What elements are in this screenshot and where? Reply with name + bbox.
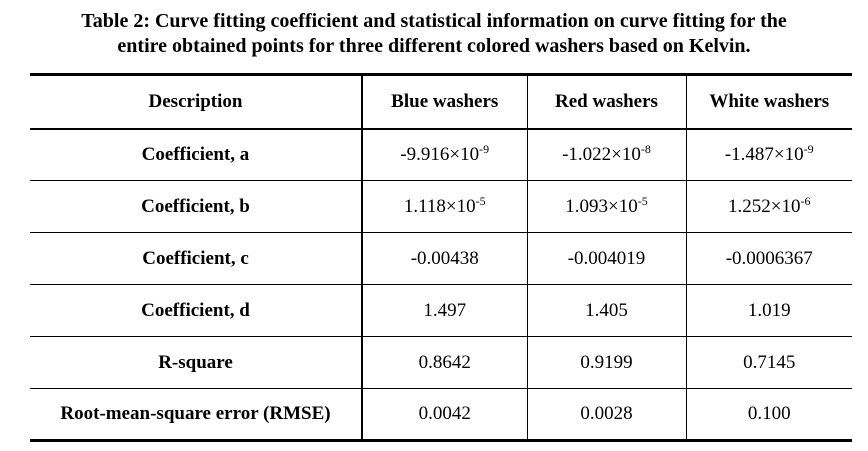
exponent: -9	[803, 141, 814, 156]
value-cell: 0.0028	[526, 388, 686, 441]
value-cell: -0.004019	[526, 232, 686, 285]
value-cell: -0.00438	[361, 232, 527, 285]
row-label: R-square	[158, 351, 233, 373]
caption-line: Table 2: Curve fitting coefficient and s…	[81, 10, 787, 32]
header-cell: Red washers	[526, 74, 686, 129]
exponent: -8	[640, 141, 651, 156]
value-cell: 1.252×10-6	[685, 180, 852, 233]
exponent: -9	[479, 141, 490, 156]
value-cell: -0.0006367	[685, 232, 852, 285]
header-cell: Blue washers	[361, 74, 527, 129]
data-table: Description Blue washers Red washers White …	[30, 73, 852, 442]
header-cell: White washers	[685, 74, 852, 129]
table-row: Coefficient, b 1.118×10-5 1.093×10-5 1.252×…	[30, 180, 852, 233]
header-row: Description Blue washers Red washers White …	[30, 74, 852, 129]
value-cell: 1.093×10-5	[526, 180, 686, 233]
row-label: Root-mean-square error (RMSE)	[60, 403, 331, 424]
mantissa: 1.252×10	[728, 195, 801, 217]
value-cell: 1.497	[361, 284, 527, 337]
table-row: Coefficient, c -0.00438 -0.004019 -0.000636…	[30, 232, 852, 285]
table-header: Description Blue washers Red washers White …	[30, 74, 852, 129]
table-row: R-square 0.8642 0.9199 0.7145	[30, 336, 852, 389]
exponent: -6	[800, 193, 811, 208]
value-cell: 1.118×10-5	[361, 180, 527, 233]
value-cell: -1.487×10-9	[685, 128, 852, 181]
value-cell: -9.916×10-9	[361, 128, 527, 181]
mantissa: -9.916×10	[400, 143, 480, 165]
row-label: Coefficient, a	[141, 143, 250, 165]
value-cell: 0.9199	[526, 336, 686, 389]
caption-line: entire obtained points for three differe…	[117, 35, 751, 57]
row-label: Coefficient, c	[142, 247, 249, 269]
table-caption: Table 2: Curve fitting coefficient and s…	[0, 9, 868, 59]
mantissa: -1.022×10	[562, 143, 641, 165]
exponent: -5	[475, 193, 486, 208]
value-cell: 0.7145	[685, 336, 852, 389]
value-cell: 1.019	[685, 284, 852, 337]
value-cell: 1.405	[526, 284, 686, 337]
row-label: Coefficient, b	[141, 195, 250, 217]
mantissa: -1.487×10	[724, 143, 804, 165]
table-row: Coefficient, a -9.916×10-9 -1.022×10-8 -1.4…	[30, 128, 852, 181]
mantissa: 1.093×10	[565, 195, 638, 217]
table-row: Coefficient, d 1.497 1.405 1.019	[30, 284, 852, 337]
mantissa: 1.118×10	[403, 195, 476, 217]
table-row: Root-mean-square error (RMSE) 0.0042 0.002…	[30, 388, 852, 441]
value-cell: 0.8642	[361, 336, 527, 389]
value-cell: 0.0042	[361, 388, 527, 441]
value-cell: 0.100	[685, 388, 852, 441]
header-cell: Description	[148, 90, 243, 112]
table-body: Coefficient, a -9.916×10-9 -1.022×10-8 -1.4…	[30, 128, 852, 441]
row-label: Coefficient, d	[141, 299, 250, 321]
exponent: -5	[637, 193, 648, 208]
value-cell: -1.022×10-8	[526, 128, 686, 181]
